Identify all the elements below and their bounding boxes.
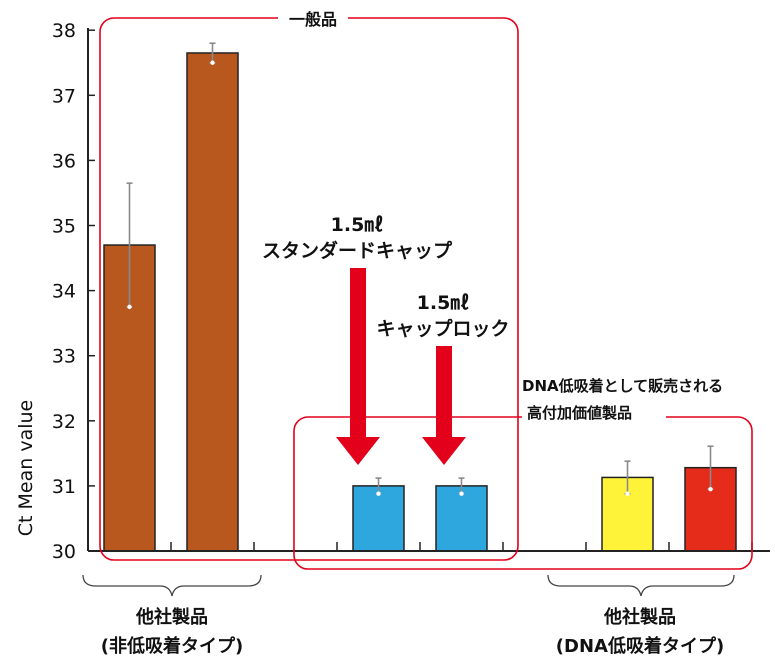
right-group-label-line2: (DNA低吸着タイプ) (556, 635, 724, 657)
y-tick-label: 32 (52, 411, 76, 433)
y-tick-label: 36 (52, 150, 76, 172)
left-group-label-line2: (非低吸着タイプ) (101, 635, 243, 657)
standard-cap-arrow (336, 268, 380, 465)
y-tick-label: 38 (52, 20, 76, 42)
caplock-label-line1: 1.5㎖ (417, 292, 470, 314)
right-group-brace (547, 574, 735, 597)
general-product-box (99, 17, 519, 561)
error-bar (209, 42, 216, 65)
y-tick-label: 34 (52, 281, 76, 303)
caplock-arrow (422, 346, 466, 465)
y-tick-label: 35 (52, 216, 76, 238)
y-tick-label: 30 (52, 541, 76, 563)
bar (435, 485, 488, 552)
error-bar (126, 182, 133, 310)
general-box-label: 一般品 (289, 10, 337, 29)
error-bar (707, 445, 714, 492)
y-tick-label: 33 (52, 346, 76, 368)
caplock-label-line2: キャップロック (376, 317, 509, 340)
y-axis-label: Ct Mean value (15, 400, 37, 536)
error-bar (458, 477, 465, 496)
y-tick-label: 31 (52, 476, 76, 498)
low-adsorption-label-bg (522, 401, 666, 425)
y-tick-label: 37 (52, 85, 76, 107)
general-box-label-bg (278, 8, 348, 30)
left-group-label-line1: 他社製品 (135, 606, 208, 628)
low-adsorption-label-line2: 高付加価値製品 (527, 404, 632, 422)
left-group-brace (82, 574, 262, 597)
standard-cap-label-line2: スタンダードキャップ (262, 239, 453, 262)
bar (186, 52, 239, 552)
standard-cap-label-line1: 1.5㎖ (331, 214, 384, 236)
error-bar (624, 460, 631, 496)
error-bar (375, 477, 382, 496)
low-adsorption-label-line1: DNA低吸着として販売される (522, 377, 723, 395)
right-group-label-line1: 他社製品 (603, 606, 676, 628)
